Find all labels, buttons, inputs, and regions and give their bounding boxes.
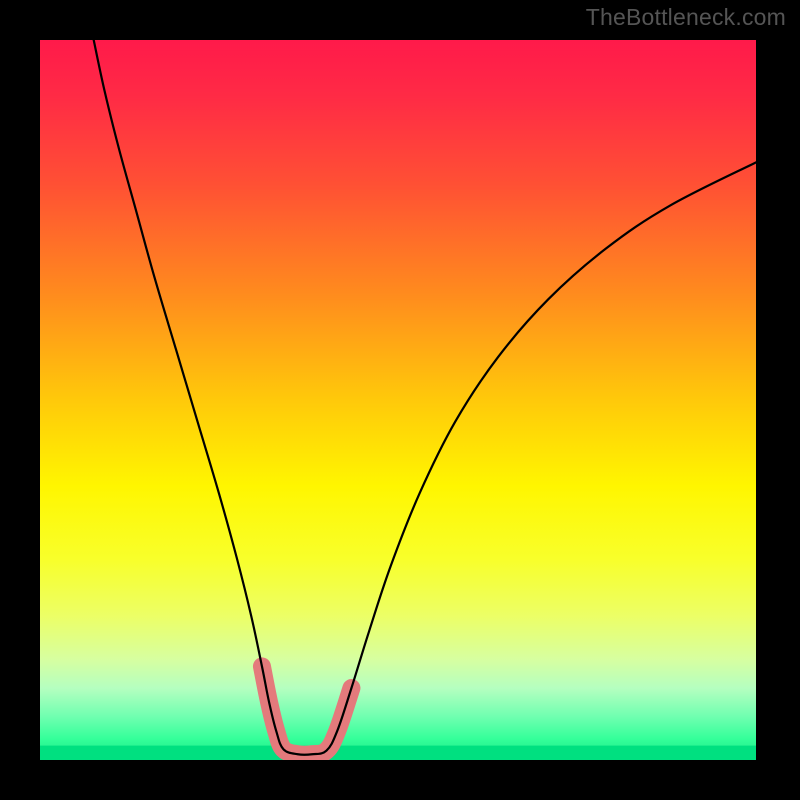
green-underlay-band — [40, 746, 756, 760]
frame-right — [756, 0, 800, 800]
bottleneck-chart — [0, 0, 800, 800]
plot-background — [40, 40, 756, 760]
watermark-text: TheBottleneck.com — [586, 4, 786, 31]
frame-bottom — [0, 760, 800, 800]
frame-left — [0, 0, 40, 800]
